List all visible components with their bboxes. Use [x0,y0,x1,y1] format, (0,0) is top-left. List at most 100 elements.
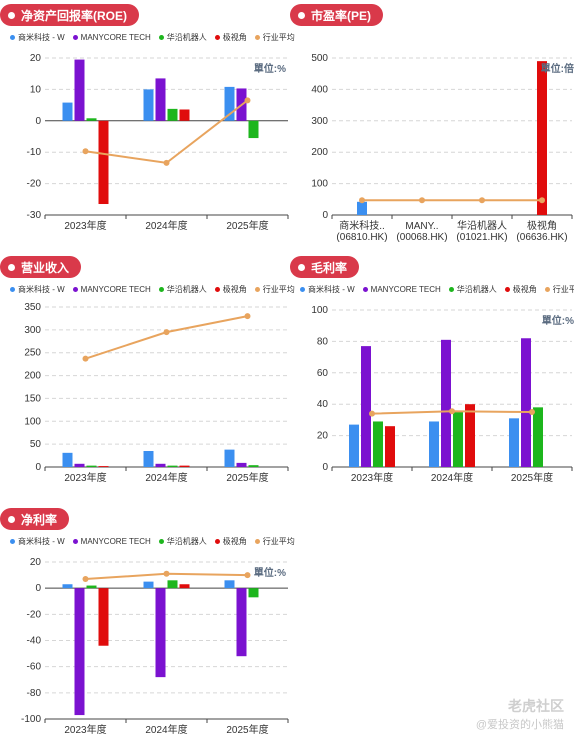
y-tick-label: -20 [27,609,42,620]
legend-item[interactable]: 极视角 [214,284,247,295]
legend-label: 行业平均 [262,285,295,294]
chart-title: 净利率 [21,512,58,527]
legend-dot-icon [214,287,220,292]
y-tick-label: 400 [311,84,328,95]
y-tick-label: 100 [311,179,328,190]
average-point [82,576,89,583]
bar [349,424,359,467]
legend-item[interactable]: MANYCORE TECH [72,284,151,295]
chart-title-pill: 净资产回报率(ROE) [0,4,139,26]
average-point [529,409,535,416]
legend-label: 商米科技 - W [18,285,65,294]
legend-dot-icon [158,35,164,40]
legend-item[interactable]: 行业平均 [254,32,295,43]
bar [521,338,531,467]
legend-label: 华沿机器人 [166,285,207,294]
watermark-line1: 老虎社区 [508,698,564,714]
legend-item[interactable]: 华沿机器人 [448,284,497,295]
legend-item[interactable]: MANYCORE TECH [362,284,441,295]
unit-label: 單位:% [542,314,574,327]
legend-dot-icon [214,539,220,544]
panel-gross: 毛利率 商米科技 - W MANYCORE TECH 华沿机器人 极视角 行业平均 10… [290,256,574,486]
x-tick-label: (01021.HK) [456,232,507,243]
legend-item[interactable]: 华沿机器人 [158,284,207,295]
average-point [419,197,425,204]
bar [357,201,367,215]
legend-item[interactable]: 商米科技 - W [10,32,65,43]
bar [167,465,178,467]
bar [98,120,109,205]
y-tick-label: 0 [35,116,41,127]
legend-dot-icon [362,287,368,292]
x-tick-label: 2024年度 [145,471,187,484]
x-tick-label: (00068.HK) [396,232,447,243]
bar [248,120,259,139]
legend-item[interactable]: 商米科技 - W [300,284,355,295]
x-tick-label: 2024年度 [145,723,187,736]
legend-dot-icon [254,35,260,40]
bar [179,109,190,121]
y-tick-label: 20 [317,431,329,442]
x-tick-label: 华沿机器人 [457,219,507,232]
x-tick-label: 2023年度 [64,723,106,736]
bar [224,86,235,121]
bar [236,462,247,467]
average-point [244,97,251,104]
pe-chart: 5004003002001000商米科技..(06810.HK)MANY..(0… [311,53,574,243]
legend-label: 华沿机器人 [166,537,207,546]
chart-title-pill: 营业收入 [0,256,82,278]
bar [179,584,190,589]
x-tick-label: 商米科技.. [339,219,385,232]
x-tick-label: (06810.HK) [336,232,387,243]
legend-label: 行业平均 [262,33,295,42]
average-point [244,572,251,579]
y-tick-label: 20 [30,557,42,568]
y-tick-label: 500 [311,53,328,64]
net-margin-chart: 20 0 -20 -40 -60 -80 -100 2023年度 2024年度 2025年度 單位:… [21,557,289,736]
legend-item[interactable]: MANYCORE TECH [72,536,151,547]
average-point [244,313,251,320]
legend-item[interactable]: 行业平均 [544,284,574,295]
y-tick-label: -20 [27,179,42,190]
y-tick-label: 10 [30,84,42,95]
y-tick-label: 100 [311,305,328,316]
y-tick-label: -10 [27,147,42,158]
bar [98,466,109,467]
legend-item[interactable]: 商米科技 - W [10,536,65,547]
y-tick-label: 0 [322,210,328,221]
y-tick-label: 0 [35,583,41,594]
average-point [163,159,170,166]
legend-item[interactable]: 极视角 [214,536,247,547]
average-point [359,197,365,204]
average-line [85,99,249,164]
y-tick-label: 60 [317,368,329,379]
legend-item[interactable]: 极视角 [504,284,537,295]
y-tick-label: 40 [317,399,329,410]
legend-item[interactable]: 极视角 [214,32,247,43]
bar [509,418,519,467]
legend-item[interactable]: 华沿机器人 [158,32,207,43]
average-point [163,329,170,336]
legend-dot-icon [448,287,454,292]
legend: 商米科技 - W MANYCORE TECH 华沿机器人 极视角 行业平均 [10,536,295,547]
legend-item[interactable]: 华沿机器人 [158,536,207,547]
legend-item[interactable]: 行业平均 [254,284,295,295]
average-point [163,570,170,577]
legend-dot-icon [254,287,260,292]
legend-dot-icon [214,35,220,40]
y-tick-label: -100 [21,714,41,725]
average-point [82,355,89,362]
bar [74,59,85,121]
chart-title: 市盈率(PE) [311,8,372,23]
legend-label: 极视角 [222,33,247,42]
x-tick-label: MANY.. [405,221,438,232]
legend: 商米科技 - W MANYCORE TECH 华沿机器人 极视角 行业平均 [10,284,295,295]
legend-item[interactable]: 商米科技 - W [10,284,65,295]
y-tick-label: -40 [27,636,42,647]
legend-item[interactable]: MANYCORE TECH [72,32,151,43]
legend-item[interactable]: 行业平均 [254,536,295,547]
x-tick-label: (06636.HK) [516,232,567,243]
legend-label: 华沿机器人 [456,285,497,294]
bar [373,421,383,467]
legend-dot-icon [10,35,15,40]
